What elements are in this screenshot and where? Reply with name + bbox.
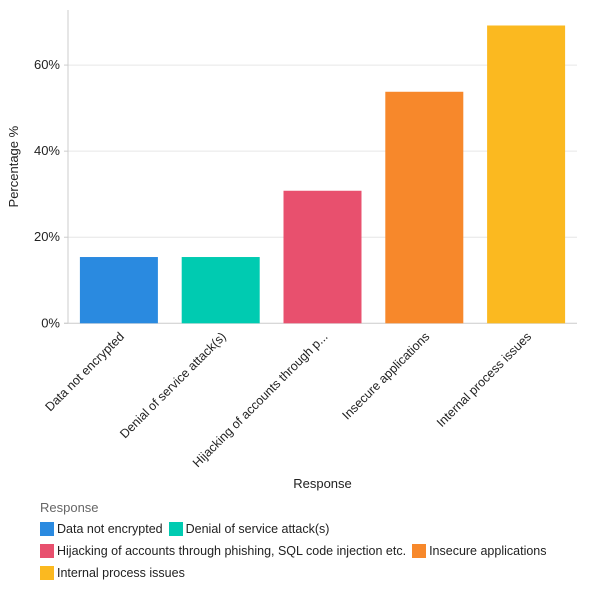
- bar: [283, 190, 362, 324]
- legend-item[interactable]: Internal process issues: [40, 565, 185, 581]
- legend-item[interactable]: Data not encrypted: [40, 521, 163, 537]
- legend-swatch: [168, 522, 183, 536]
- bar: [79, 257, 158, 324]
- legend-item[interactable]: Insecure applications: [412, 543, 547, 559]
- y-tick-label: 20%: [34, 229, 60, 244]
- bar: [487, 25, 566, 324]
- x-tick-label: Denial of service attack(s): [117, 330, 229, 442]
- y-tick-label: 40%: [34, 143, 60, 158]
- bar: [385, 91, 464, 324]
- legend: Response Data not encrypted Denial of ser…: [40, 500, 600, 587]
- bar: [181, 257, 260, 324]
- x-axis-title: Response: [293, 476, 352, 491]
- x-tick-label: Internal process issues: [434, 330, 534, 430]
- y-axis-title: Percentage %: [6, 125, 21, 207]
- legend-label: Data not encrypted: [57, 522, 163, 536]
- legend-label: Insecure applications: [429, 544, 547, 558]
- x-tick-label: Data not encrypted: [42, 329, 127, 414]
- legend-item[interactable]: Denial of service attack(s): [168, 521, 330, 537]
- legend-label: Hijacking of accounts through phishing, …: [57, 544, 407, 558]
- legend-swatch: [40, 566, 54, 580]
- y-tick-label: 60%: [34, 57, 60, 72]
- legend-label: Internal process issues: [57, 566, 185, 580]
- legend-swatch: [412, 544, 427, 558]
- legend-label: Denial of service attack(s): [185, 522, 330, 536]
- legend-title: Response: [40, 500, 99, 515]
- legend-swatch: [40, 522, 54, 536]
- legend-item[interactable]: Hijacking of accounts through phishing, …: [40, 543, 406, 559]
- y-tick-label: 0%: [41, 315, 60, 330]
- x-tick-label: Insecure applications: [339, 330, 432, 423]
- legend-swatch: [40, 544, 54, 558]
